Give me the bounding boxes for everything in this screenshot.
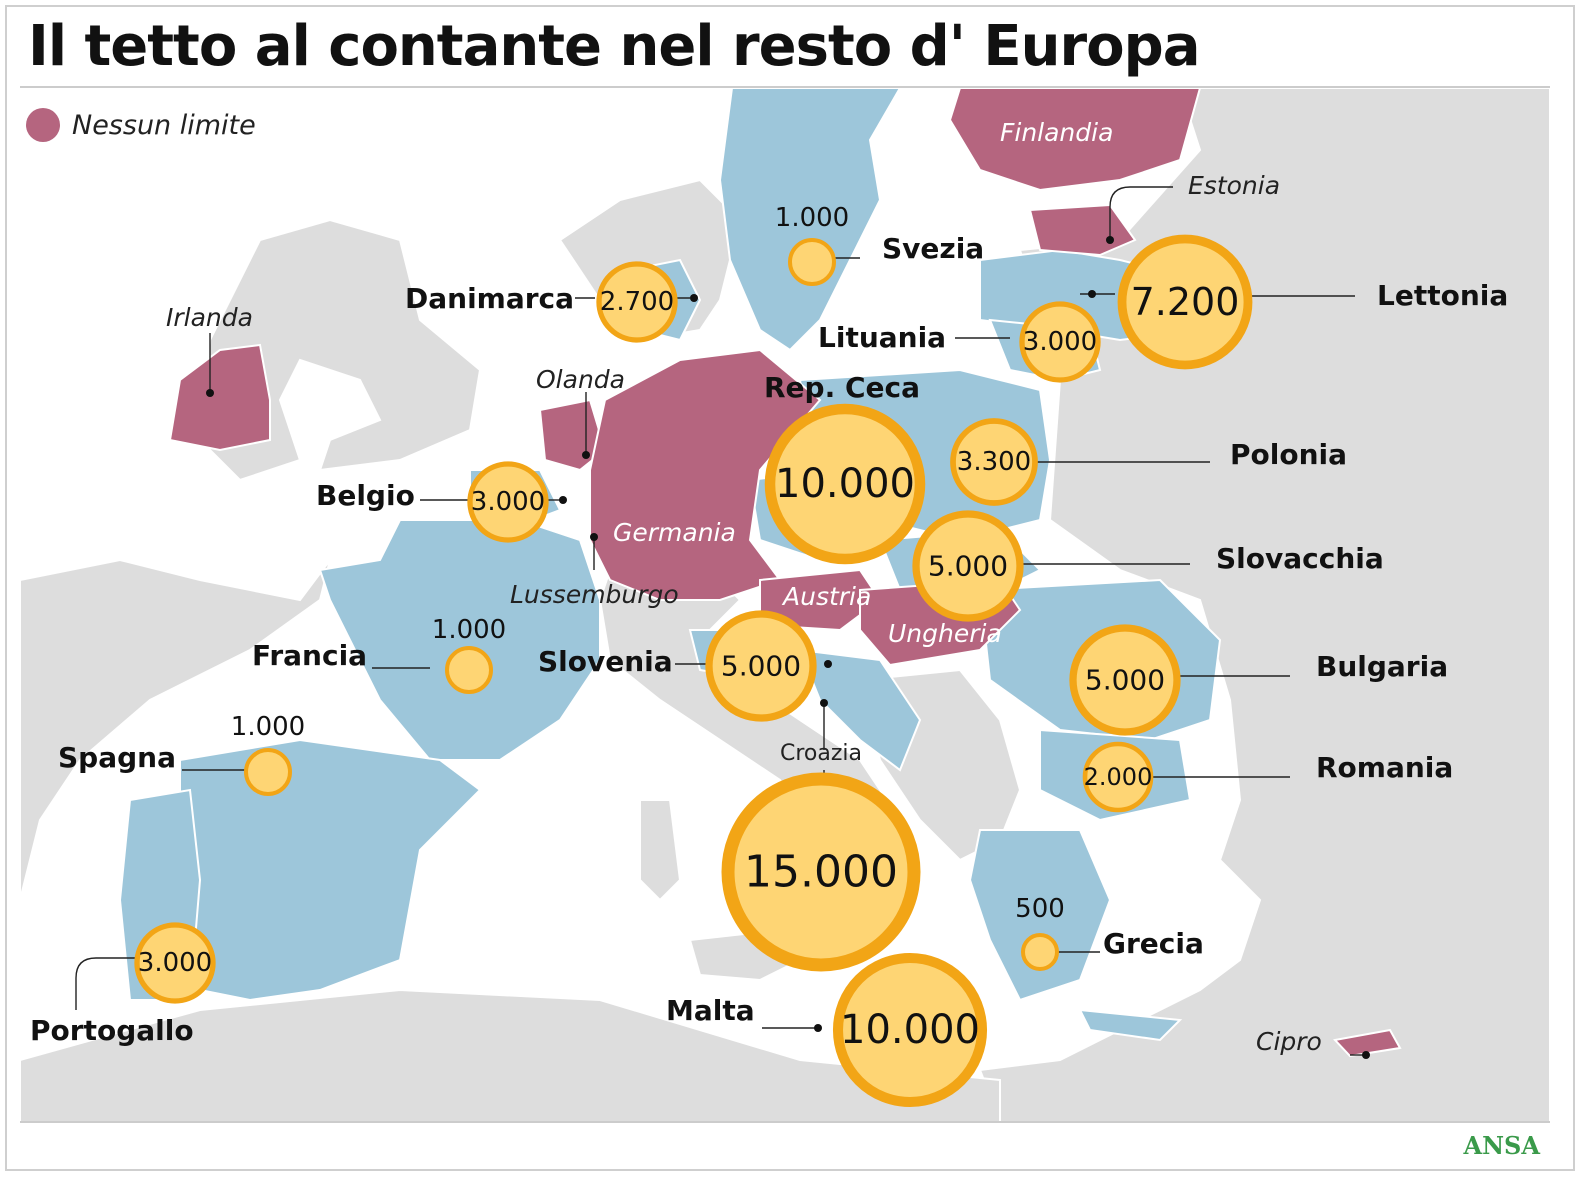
bubble-malta [832,952,988,1108]
legend-label: Nessun limite [72,109,256,141]
value-portogallo: 3.000 [138,948,212,978]
value-bulgaria: 5.000 [1085,664,1165,697]
value-repceca: 10.000 [775,461,915,507]
bubble-belgio [467,461,549,543]
label-romania: Romania [1316,751,1453,784]
label-olanda: Olanda [536,365,625,394]
label-svezia: Svezia [882,232,984,265]
label-lettonia: Lettonia [1377,279,1508,312]
croazia-shape [798,648,922,772]
grecia-shape [968,829,1112,1002]
label-repceca: Rep. Ceca [764,371,920,404]
francia-shape [318,519,601,761]
estonia-shape [1028,203,1137,257]
value-belgio: 3.000 [471,487,545,517]
label-cipro: Cipro [1256,1027,1322,1056]
value-slovacchia: 5.000 [928,550,1008,583]
bubble-croazia [721,772,921,972]
bubble-bulgaria [1069,624,1181,736]
value-bubbles: 2.700 7.200 3.000 10.000 3.300 3.000 5.000 5.00… [134,234,1253,1108]
value-spagna-label: 1.000 [231,712,305,742]
label-belgio: Belgio [316,479,415,512]
label-lussemburgo: Lussemburgo [510,580,679,609]
label-grecia: Grecia [1103,927,1204,960]
label-francia: Francia [252,639,367,672]
label-spagna: Spagna [58,741,176,774]
legend: Nessun limite [26,108,256,142]
label-ungheria: Ungheria [888,619,1002,648]
label-finlandia: Finlandia [1000,118,1113,147]
label-germania: Germania [613,518,736,547]
value-malta: 10.000 [840,1007,980,1053]
label-polonia: Polonia [1230,438,1347,471]
bubble-portogallo [134,922,216,1004]
label-austria: Austria [781,582,871,611]
label-lituania: Lituania [818,321,946,354]
bubble-spagna [244,748,292,796]
labels: 1.000 Svezia Danimarca Lettonia Lituania… [30,118,1508,1056]
land-no-limit [168,88,1402,1058]
bubble-danimarca [596,261,678,343]
label-portogallo: Portogallo [30,1014,194,1047]
value-slovenia: 5.000 [721,650,801,683]
label-irlanda: Irlanda [166,303,253,332]
creta-shape [1078,1008,1183,1042]
value-francia-label: 1.000 [432,615,506,645]
label-estonia: Estonia [1188,171,1280,200]
value-danimarca: 2.700 [600,287,674,317]
spagna-shape [179,738,482,1002]
label-croazia: Croazia [780,741,862,766]
bubble-francia [445,646,493,694]
bubble-lituania [1019,301,1101,383]
value-lituania: 3.000 [1023,327,1097,357]
label-bulgaria: Bulgaria [1316,650,1448,683]
bubble-slovacchia [912,510,1024,622]
bubble-svezia [788,238,836,286]
legend-swatch [26,108,60,142]
value-polonia: 3.300 [957,447,1031,477]
label-danimarca: Danimarca [405,282,574,315]
value-svezia-label: 1.000 [775,203,849,233]
bubble-grecia [1021,933,1059,971]
bubble-repceca [764,403,926,565]
finlandia-shape [948,88,1202,192]
leader-dots [206,236,1370,1059]
bubble-romania [1082,741,1154,813]
label-slovenia: Slovenia [538,645,673,678]
irlanda-shape [168,343,271,452]
value-romania: 2.000 [1084,763,1153,791]
label-malta: Malta [666,994,755,1027]
bubble-slovenia [705,610,817,722]
value-grecia-label: 500 [1015,894,1065,924]
value-lettonia: 7.200 [1131,280,1240,324]
bubble-lettonia [1117,234,1253,370]
page-title: Il tetto al contante nel resto d' Europa [28,14,1200,79]
credit-logo: ANSA [1463,1131,1540,1160]
value-croazia: 15.000 [744,847,898,898]
bubble-polonia [950,418,1038,506]
cipro-shape [1333,1028,1402,1058]
label-slovacchia: Slovacchia [1216,542,1384,575]
svezia-shape [718,88,902,352]
